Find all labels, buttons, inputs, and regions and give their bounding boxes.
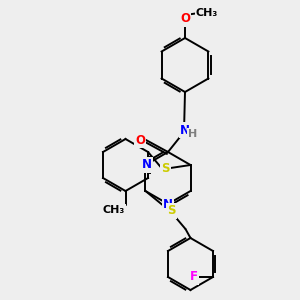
Text: CH₃: CH₃ bbox=[102, 205, 124, 215]
Text: S: S bbox=[161, 161, 170, 175]
Text: N: N bbox=[180, 124, 190, 136]
Text: H: H bbox=[188, 129, 198, 139]
Text: CH₃: CH₃ bbox=[196, 8, 218, 18]
Text: O: O bbox=[135, 134, 145, 146]
Text: S: S bbox=[167, 205, 176, 218]
Text: O: O bbox=[180, 13, 190, 26]
Text: F: F bbox=[190, 271, 198, 284]
Text: N: N bbox=[142, 158, 152, 172]
Text: N: N bbox=[163, 199, 173, 212]
